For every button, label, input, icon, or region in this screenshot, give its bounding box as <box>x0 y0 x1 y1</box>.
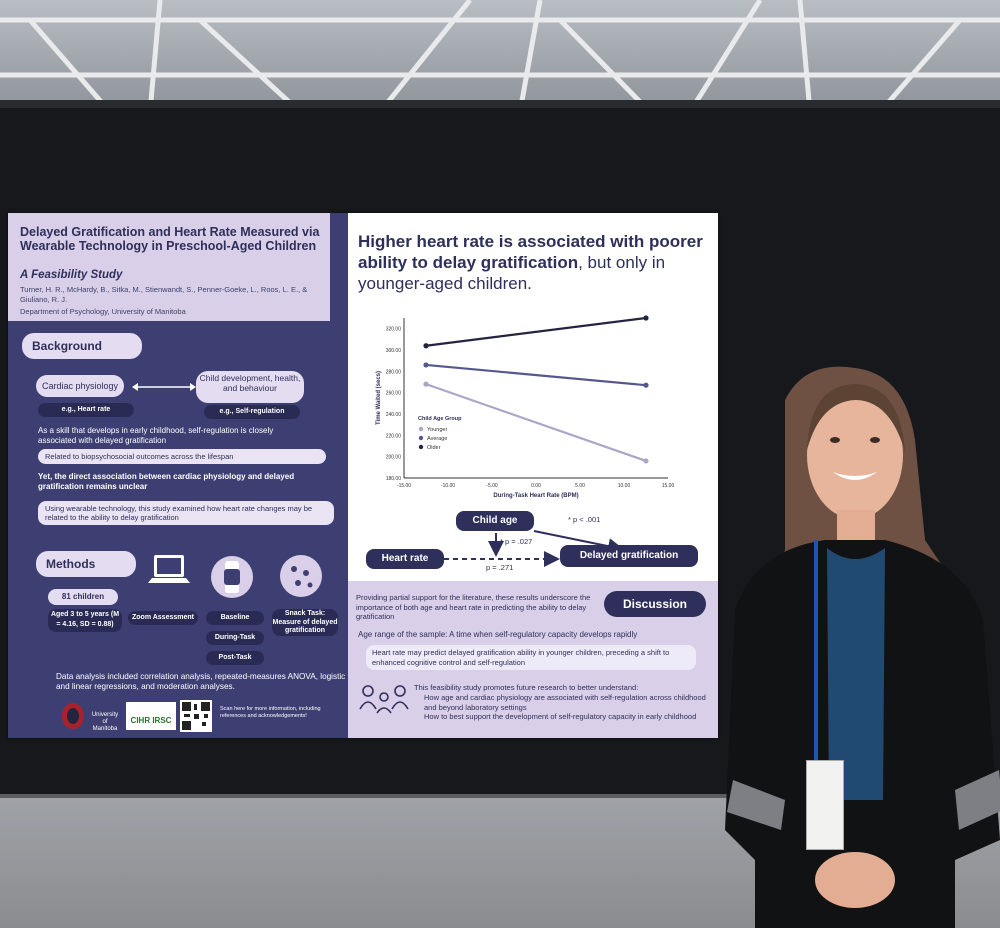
x-tick-label: -5.00 <box>486 483 498 489</box>
presenter-person <box>725 366 1000 928</box>
legend-marker-average <box>418 435 424 441</box>
bidirectional-arrow-icon <box>132 383 196 391</box>
legend-marker-younger <box>418 426 424 432</box>
development-box: Child development, health, and behaviour <box>196 371 304 403</box>
x-tick-label: 10.00 <box>618 483 631 489</box>
future-2: How to best support the development of s… <box>424 712 697 721</box>
snack-task: Snack Task: Measure of delayed gratifica… <box>272 609 338 636</box>
future-1: How age and cardiac physiology are assoc… <box>424 693 706 712</box>
ceiling-truss <box>0 0 1000 112</box>
children-ages: Aged 3 to 5 years (M = 4.16, SD = 0.88) <box>48 609 122 632</box>
y-tick-label: 260.00 <box>386 391 402 397</box>
y-axis-label: Time Waited (secs) <box>376 371 382 425</box>
qr-code-icon <box>180 700 212 732</box>
legend-marker-older <box>418 444 424 450</box>
poster-right-panel: Higher heart rate is associated with poo… <box>348 213 718 738</box>
bg-text-1: As a skill that develops in early childh… <box>38 426 274 445</box>
p-heart-rate: p = .271 <box>486 563 514 572</box>
y-tick-label: 200.00 <box>386 455 402 461</box>
logo-footer: University of Manitoba CIHR IRSC Scan he… <box>44 700 344 732</box>
model-heart-rate: Heart rate <box>366 549 444 569</box>
series-line-older <box>425 316 647 347</box>
poster-subtitle: A Feasibility Study <box>20 269 123 281</box>
x-tick-label: -10.00 <box>441 483 455 489</box>
future-intro: This feasibility study promotes future r… <box>414 683 639 692</box>
model-delayed-gratification: Delayed gratification <box>560 545 698 567</box>
discussion-bullet: Heart rate may predict delayed gratifica… <box>366 645 696 670</box>
y-tick-label: 280.00 <box>386 369 402 375</box>
y-tick-label: 220.00 <box>386 433 402 439</box>
series-line-younger <box>425 383 647 462</box>
analysis-text: Data analysis included correlation analy… <box>56 672 346 691</box>
moderation-model: Child age Heart rate Delayed gratificati… <box>348 503 718 578</box>
data-point-younger <box>423 381 429 387</box>
legend-label-younger: Younger <box>427 427 447 433</box>
discussion-heading: Discussion <box>604 591 706 617</box>
y-tick-label: 300.00 <box>386 348 402 354</box>
data-point-older <box>423 343 429 349</box>
x-tick-label: 15.00 <box>662 483 675 489</box>
lanyard <box>814 540 818 765</box>
poster-title: Delayed Gratification and Heart Rate Mea… <box>20 225 320 253</box>
headline-light: , but only in younger-aged children. <box>358 253 666 293</box>
y-tick-label: 240.00 <box>386 412 402 418</box>
cihr-logo: CIHR IRSC <box>126 702 176 730</box>
headline-bold: Higher heart rate is associated with poo… <box>358 232 703 272</box>
methods-heading: Methods <box>36 551 136 577</box>
discussion-intro: Providing partial support for the litera… <box>356 593 591 621</box>
data-point-older <box>643 315 649 321</box>
poster-left-panel: Delayed Gratification and Heart Rate Mea… <box>8 213 348 738</box>
bg-text-3: Using wearable technology, this study ex… <box>38 501 334 525</box>
baseline-phase: Baseline <box>206 611 264 625</box>
smartwatch-icon <box>211 556 253 598</box>
cardiac-box: Cardiac physiology <box>36 375 124 397</box>
title-box: Delayed Gratification and Heart Rate Mea… <box>8 213 330 321</box>
poster-headline: Higher heart rate is associated with poo… <box>358 231 713 294</box>
y-tick-label: 180.00 <box>386 476 402 482</box>
children-count: 81 children <box>48 589 118 605</box>
bg-bullet-1: Related to biopsychosocial outcomes acro… <box>38 449 326 464</box>
data-point-average <box>423 362 429 368</box>
zoom-assessment: Zoom Assessment <box>128 611 198 625</box>
cookie-icon <box>280 555 322 597</box>
lab-logo-icon <box>62 703 84 729</box>
data-point-average <box>643 382 649 388</box>
legend-label-older: Older <box>427 445 441 451</box>
during-phase: During-Task <box>206 631 264 645</box>
background-heading: Background <box>22 333 142 359</box>
cardiac-example: e.g., Heart rate <box>38 403 134 417</box>
series-line-average <box>425 363 647 387</box>
poster-authors: Turner, H. R., McHardy, B., Sitka, M., S… <box>20 285 308 304</box>
name-badge <box>806 760 844 850</box>
university-logo: University of Manitoba <box>91 712 119 732</box>
x-tick-label: 0.00 <box>531 483 541 489</box>
p-age: * p < .001 <box>568 515 601 524</box>
laptop-icon <box>148 555 190 583</box>
legend-title: Child Age Group <box>418 416 462 422</box>
post-phase: Post-Task <box>206 651 264 665</box>
poster-department: Department of Psychology, University of … <box>20 307 186 316</box>
x-axis-label: During-Task Heart Rate (BPM) <box>493 493 578 499</box>
model-age: Child age <box>456 511 534 531</box>
p-interaction: * p = .027 <box>500 537 533 546</box>
scan-note: Scan here for more information, includin… <box>220 706 321 719</box>
age-range-text: Age range of the sample: A time when sel… <box>358 630 638 639</box>
development-example: e.g., Self-regulation <box>204 405 300 419</box>
x-tick-label: -15.00 <box>397 483 411 489</box>
bg-text-2: Yet, the direct association between card… <box>38 472 295 491</box>
x-tick-label: 5.00 <box>575 483 585 489</box>
family-icon <box>359 685 409 714</box>
floor-edge <box>0 794 1000 800</box>
research-poster: Delayed Gratification and Heart Rate Mea… <box>8 213 718 738</box>
y-tick-label: 320.00 <box>386 327 402 333</box>
legend-label-average: Average <box>427 436 447 442</box>
line-chart: 180.00 200.00 220.00 240.00 260.00 280.00 300.… <box>376 315 675 499</box>
data-point-younger <box>643 458 649 464</box>
